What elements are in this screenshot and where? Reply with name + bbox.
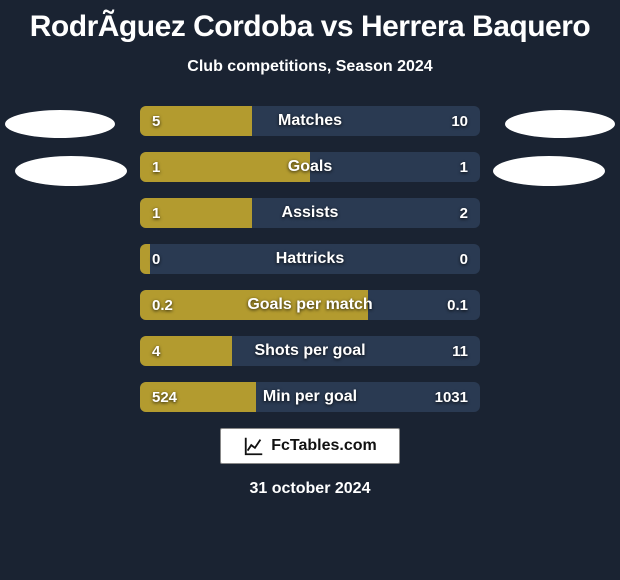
stat-row: 510Matches	[140, 106, 480, 136]
left-team-badge-1	[5, 110, 115, 138]
stat-bars: 510Matches 11Goals 12Assists 00Hattricks 0.2…	[140, 106, 480, 412]
stat-row: 411Shots per goal	[140, 336, 480, 366]
page-subtitle: Club competitions, Season 2024	[0, 58, 620, 76]
date-text: 31 october 2024	[0, 480, 620, 498]
stat-label: Goals per match	[140, 290, 480, 320]
comparison-panel: 510Matches 11Goals 12Assists 00Hattricks 0.2…	[0, 106, 620, 412]
stat-label: Assists	[140, 198, 480, 228]
right-team-badge-2	[493, 156, 605, 186]
brand-text: FcTables.com	[271, 437, 377, 455]
stat-row: 12Assists	[140, 198, 480, 228]
right-team-badge-1	[505, 110, 615, 138]
left-team-badge-2	[15, 156, 127, 186]
stat-label: Goals	[140, 152, 480, 182]
chart-icon	[243, 435, 265, 457]
brand-badge: FcTables.com	[220, 428, 400, 464]
stat-label: Min per goal	[140, 382, 480, 412]
stat-label: Matches	[140, 106, 480, 136]
stat-row: 5241031Min per goal	[140, 382, 480, 412]
page-title: RodrÃ­guez Cordoba vs Herrera Baquero	[0, 0, 620, 44]
stat-row: 00Hattricks	[140, 244, 480, 274]
stat-row: 0.20.1Goals per match	[140, 290, 480, 320]
stat-label: Hattricks	[140, 244, 480, 274]
stat-label: Shots per goal	[140, 336, 480, 366]
stat-row: 11Goals	[140, 152, 480, 182]
